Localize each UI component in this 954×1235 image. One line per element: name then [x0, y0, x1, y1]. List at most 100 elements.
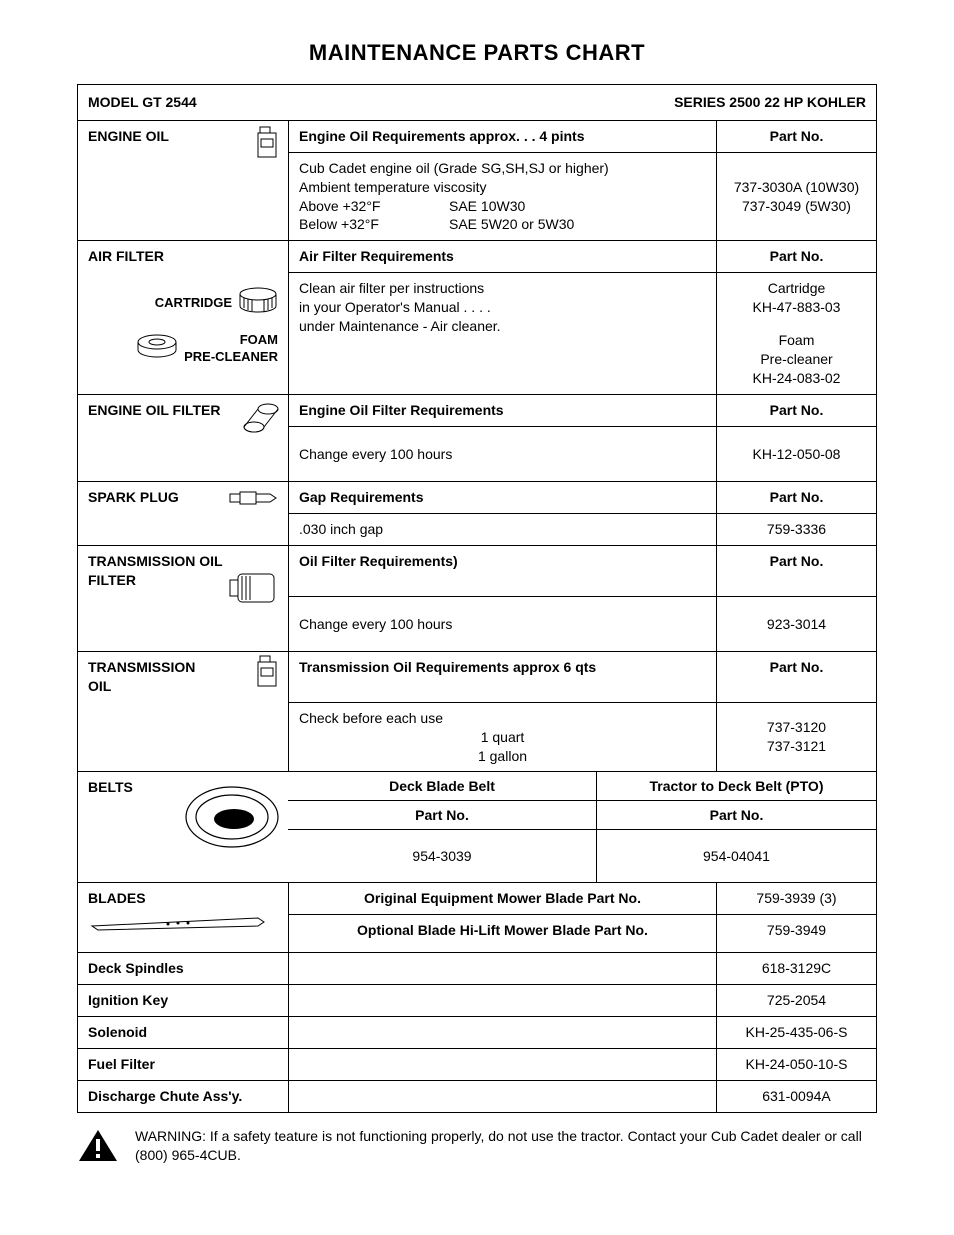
- fuel-filter-part: KH-24-050-10-S: [716, 1049, 876, 1080]
- belt-col2-title: Tractor to Deck Belt (PTO): [596, 772, 876, 800]
- transoil-b3: 1 gallon: [299, 747, 706, 766]
- partno-head-6: Part No.: [716, 652, 876, 702]
- belt-icon: [182, 782, 282, 852]
- partno-head-2: Part No.: [716, 241, 876, 272]
- cartridge-icon: [238, 286, 278, 319]
- air-filter-parts: Cartridge KH-47-883-03 Foam Pre-cleaner …: [716, 272, 876, 393]
- spark-req-title: Gap Requirements: [288, 482, 716, 513]
- belts-label-cell: BELTS: [78, 772, 288, 882]
- engine-oil-part2: 737-3049 (5W30): [727, 197, 866, 216]
- blades-icon-cell: [78, 914, 288, 952]
- ignition-key-part: 725-2054: [716, 985, 876, 1016]
- partno-head-4: Part No.: [716, 482, 876, 513]
- discharge-part: 631-0094A: [716, 1081, 876, 1112]
- blades-r2-part: 759-3949: [716, 914, 876, 952]
- transfilter-part: 923-3014: [716, 596, 876, 651]
- engine-oil-body: Cub Cadet engine oil (Grade SG,SH,SJ or …: [78, 152, 876, 241]
- af-p2b: Pre-cleaner: [727, 350, 866, 369]
- belt-col1-title: Deck Blade Belt: [288, 772, 596, 800]
- partno-head-5: Part No.: [716, 546, 876, 596]
- blade-icon: [88, 910, 268, 939]
- engine-oil-spec: Cub Cadet engine oil (Grade SG,SH,SJ or …: [288, 152, 716, 241]
- warning-text: WARNING: If a safety teature is not func…: [135, 1127, 877, 1165]
- oil-filter-body: Change every 100 hours KH-12-050-08: [78, 426, 876, 482]
- belts-right: Deck Blade Belt Tractor to Deck Belt (PT…: [288, 772, 876, 882]
- af-body2: in your Operator's Manual . . . .: [299, 298, 706, 317]
- air-filter-body: CARTRIDGE FOAM PRE-CLEANER Clean air fil…: [78, 272, 876, 393]
- foam-icon: [136, 333, 178, 364]
- air-filter-head: AIR FILTER Air Filter Requirements Part …: [78, 240, 876, 272]
- precleaner-label: PRE-CLEANER: [184, 348, 278, 366]
- af-p1b: KH-47-883-03: [727, 298, 866, 317]
- engine-oil-line1: Cub Cadet engine oil (Grade SG,SH,SJ or …: [299, 159, 706, 178]
- transfilter-head: TRANSMISSION OIL FILTER Oil Filter Requi…: [78, 545, 876, 596]
- warning-block: WARNING: If a safety teature is not func…: [77, 1127, 877, 1170]
- trans-oil-bottle-icon: [254, 654, 280, 688]
- header-row: MODEL GT 2544 SERIES 2500 22 HP KOHLER: [78, 85, 876, 120]
- series-label: SERIES 2500 22 HP KOHLER: [288, 85, 876, 120]
- transoil-body: Check before each use 1 quart 1 gallon 7…: [78, 702, 876, 772]
- transoil-b2: 1 quart: [299, 728, 706, 747]
- engine-oil-label: ENGINE OIL: [78, 121, 288, 152]
- fuel-filter-row: Fuel Filter KH-24-050-10-S: [78, 1048, 876, 1080]
- oil-below-val: SAE 5W20 or 5W30: [449, 215, 574, 234]
- ignition-key-label: Ignition Key: [78, 985, 288, 1016]
- belt-col1-part: 954-3039: [288, 830, 596, 882]
- air-filter-sublabels: CARTRIDGE FOAM PRE-CLEANER: [78, 272, 288, 393]
- belts-label: BELTS: [88, 779, 133, 795]
- transoil-label-b: OIL: [88, 677, 278, 696]
- deck-spindles-row: Deck Spindles 618-3129C: [78, 952, 876, 984]
- solenoid-part: KH-25-435-06-S: [716, 1017, 876, 1048]
- air-filter-label: AIR FILTER: [78, 241, 288, 272]
- belts-row: BELTS Deck Blade Belt Tractor to Deck Be…: [78, 771, 876, 882]
- blades-r1-title: Original Equipment Mower Blade Part No.: [288, 883, 716, 914]
- fuel-filter-label: Fuel Filter: [78, 1049, 288, 1080]
- blades-row2: Optional Blade Hi-Lift Mower Blade Part …: [78, 914, 876, 952]
- cartridge-label: CARTRIDGE: [155, 294, 232, 312]
- belt-col1-pl: Part No.: [288, 801, 596, 829]
- engine-oil-req-title: Engine Oil Requirements approx. . . 4 pi…: [288, 121, 716, 152]
- af-p1a: Cartridge: [727, 279, 866, 298]
- oil-above-val: SAE 10W30: [449, 197, 525, 216]
- spark-head: SPARK PLUG Gap Requirements Part No.: [78, 481, 876, 513]
- engine-oil-head: ENGINE OIL Engine Oil Requirements appro…: [78, 120, 876, 152]
- discharge-label: Discharge Chute Ass'y.: [78, 1081, 288, 1112]
- oil-filter-part: KH-12-050-08: [716, 426, 876, 482]
- blades-r2-title: Optional Blade Hi-Lift Mower Blade Part …: [288, 914, 716, 952]
- blades-label: BLADES: [88, 890, 146, 906]
- transoil-parts: 737-3120 737-3121: [716, 702, 876, 772]
- engine-oil-parts: 737-3030A (10W30) 737-3049 (5W30): [716, 152, 876, 241]
- transoil-head: TRANSMISSION OIL Transmission Oil Requir…: [78, 651, 876, 702]
- spark-plug-icon: [228, 486, 280, 510]
- oil-filter-head: ENGINE OIL FILTER Engine Oil Filter Requ…: [78, 394, 876, 426]
- oil-filter-req-title: Engine Oil Filter Requirements: [288, 395, 716, 426]
- solenoid-label: Solenoid: [78, 1017, 288, 1048]
- deck-spindles-label: Deck Spindles: [78, 953, 288, 984]
- oil-filter-label-text: ENGINE OIL FILTER: [88, 402, 221, 418]
- deck-spindles-part: 618-3129C: [716, 953, 876, 984]
- air-filter-spec: Clean air filter per instructions in you…: [288, 272, 716, 393]
- af-p2c: KH-24-083-02: [727, 369, 866, 388]
- page-title: MAINTENANCE PARTS CHART: [309, 40, 645, 66]
- transfilter-spec: Change every 100 hours: [288, 596, 716, 651]
- transfilter-req-title: Oil Filter Requirements): [288, 546, 716, 596]
- engine-oil-part1: 737-3030A (10W30): [727, 178, 866, 197]
- air-filter-label-text: AIR FILTER: [88, 248, 164, 264]
- af-body3: under Maintenance - Air cleaner.: [299, 317, 706, 336]
- transoil-label: TRANSMISSION OIL: [78, 652, 288, 702]
- spark-body: .030 inch gap 759-3336: [78, 513, 876, 545]
- blades-r1-part: 759-3939 (3): [716, 883, 876, 914]
- discharge-row: Discharge Chute Ass'y. 631-0094A: [78, 1080, 876, 1112]
- spark-label: SPARK PLUG: [78, 482, 288, 513]
- transoil-spec: Check before each use 1 quart 1 gallon: [288, 702, 716, 772]
- transfilter-body: Change every 100 hours 923-3014: [78, 596, 876, 651]
- spark-spec: .030 inch gap: [288, 513, 716, 545]
- warning-icon: [77, 1127, 119, 1170]
- model-label: MODEL GT 2544: [78, 85, 288, 120]
- transoil-req-title: Transmission Oil Requirements approx 6 q…: [288, 652, 716, 702]
- spark-part: 759-3336: [716, 513, 876, 545]
- transoil-p1: 737-3120: [727, 718, 866, 737]
- ignition-key-row: Ignition Key 725-2054: [78, 984, 876, 1016]
- maintenance-chart: MODEL GT 2544 SERIES 2500 22 HP KOHLER E…: [77, 84, 877, 1113]
- oil-filter-spec: Change every 100 hours: [288, 426, 716, 482]
